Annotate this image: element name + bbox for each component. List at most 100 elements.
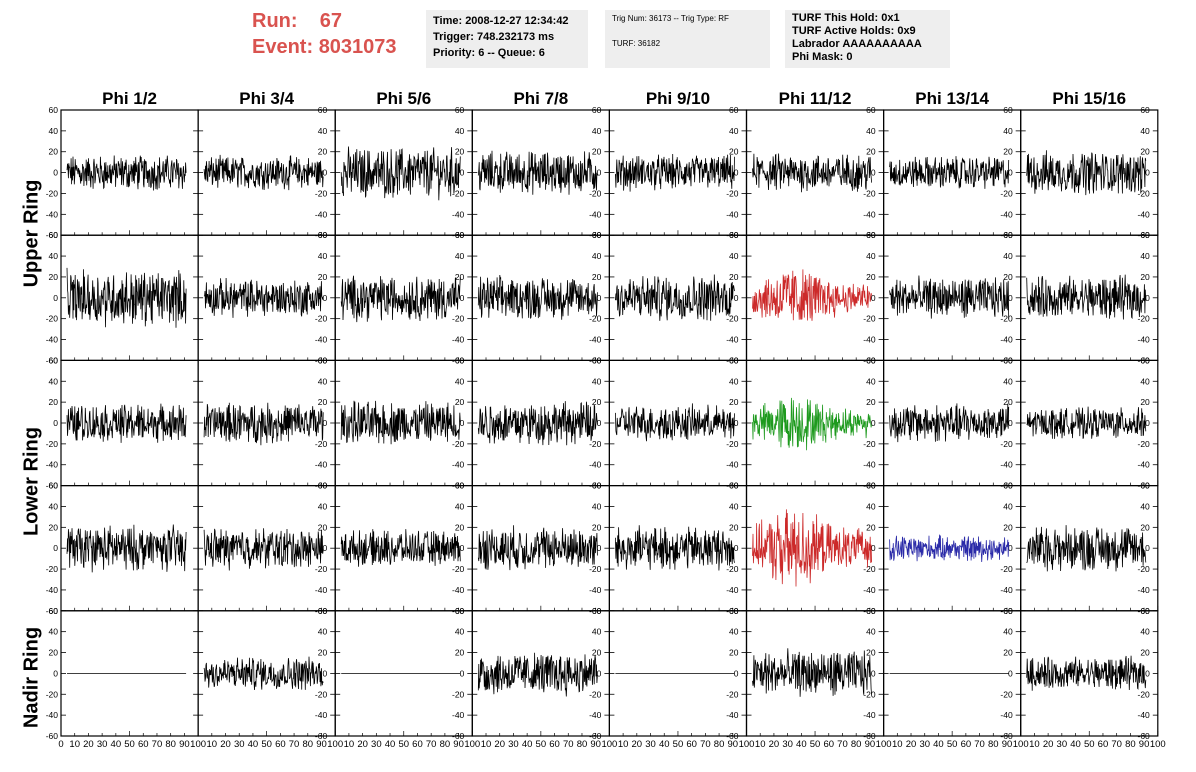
trig-info-box: Trig Num: 36173 -- Trig Type: RF TURF: 3… <box>605 10 770 68</box>
y-tick-label: 0 <box>460 668 465 678</box>
x-tick-label: 90 <box>590 739 601 750</box>
y-tick-label: -20 <box>589 689 602 699</box>
y-tick-label: 20 <box>1140 648 1150 658</box>
x-tick-label: 100 <box>464 739 480 750</box>
y-tick-label: 60 <box>49 230 59 240</box>
y-tick-label: 60 <box>455 606 465 616</box>
y-tick-label: 60 <box>866 105 876 115</box>
y-tick-label: 60 <box>592 105 602 115</box>
y-tick-label: -20 <box>46 564 59 574</box>
y-tick-label: -40 <box>46 209 59 219</box>
y-tick-label: 40 <box>318 251 328 261</box>
x-tick-label: 60 <box>549 739 560 750</box>
y-tick-label: 40 <box>866 251 876 261</box>
y-tick-label: 20 <box>455 397 465 407</box>
y-tick-label: 20 <box>866 397 876 407</box>
event-label: Event: <box>252 36 314 58</box>
y-tick-label: 20 <box>455 522 465 532</box>
x-tick-label: 80 <box>1125 739 1136 750</box>
x-tick-label: 20 <box>220 739 231 750</box>
x-tick-label: 90 <box>1002 739 1013 750</box>
waveform-trace <box>66 267 187 328</box>
y-tick-label: 0 <box>1145 668 1150 678</box>
y-tick-label: 60 <box>1140 355 1150 365</box>
column-header: Phi 1/2 <box>102 89 157 108</box>
x-tick-label: 60 <box>138 739 149 750</box>
turf-active-text: TURF Active Holds: 0x9 <box>792 25 916 37</box>
waveform-trace <box>615 153 735 192</box>
y-tick-label: 40 <box>1140 376 1150 386</box>
waveform-trace <box>66 155 187 191</box>
x-tick-label: 60 <box>686 739 697 750</box>
y-tick-label: 20 <box>866 648 876 658</box>
y-tick-label: 20 <box>1003 522 1013 532</box>
y-tick-label: 60 <box>729 230 739 240</box>
y-tick-label: -20 <box>46 314 59 324</box>
run-label: Run: <box>252 10 298 32</box>
y-tick-label: 40 <box>318 376 328 386</box>
x-tick-label: 40 <box>1070 739 1081 750</box>
y-tick-label: 0 <box>1008 168 1013 178</box>
waveform-trace <box>66 403 187 443</box>
y-tick-label: -20 <box>1000 314 1013 324</box>
x-tick-label: 90 <box>1139 739 1150 750</box>
y-tick-label: 40 <box>1003 376 1013 386</box>
y-tick-label: 20 <box>592 147 602 157</box>
x-tick-label: 70 <box>289 739 300 750</box>
x-tick-label: 10 <box>618 739 629 750</box>
x-tick-label: 80 <box>988 739 999 750</box>
x-tick-label: 100 <box>190 739 206 750</box>
y-tick-label: 0 <box>322 418 327 428</box>
y-tick-label: 0 <box>734 418 739 428</box>
y-tick-label: 40 <box>866 126 876 136</box>
y-tick-label: 40 <box>455 501 465 511</box>
y-tick-label: -40 <box>726 710 739 720</box>
y-tick-label: -40 <box>1138 209 1151 219</box>
y-tick-label: 40 <box>49 376 59 386</box>
y-tick-label: -20 <box>863 689 876 699</box>
y-tick-label: 20 <box>592 272 602 282</box>
y-tick-label: 40 <box>1140 627 1150 637</box>
waveform-trace <box>203 277 324 318</box>
y-tick-label: 40 <box>455 376 465 386</box>
y-tick-label: 60 <box>592 230 602 240</box>
y-tick-label: 60 <box>866 355 876 365</box>
y-tick-label: -20 <box>452 439 465 449</box>
y-tick-label: 40 <box>729 376 739 386</box>
y-tick-label: 40 <box>729 627 739 637</box>
y-tick-label: 60 <box>1003 606 1013 616</box>
y-tick-label: 0 <box>1145 168 1150 178</box>
y-tick-label: -20 <box>589 564 602 574</box>
y-tick-label: 20 <box>318 522 328 532</box>
y-tick-label: 60 <box>318 481 328 491</box>
x-tick-label: 10 <box>69 739 80 750</box>
waveform-trace <box>340 146 461 201</box>
y-tick-label: -20 <box>46 188 59 198</box>
waveform-trace <box>66 524 187 573</box>
y-tick-label: 0 <box>871 293 876 303</box>
y-tick-label: -40 <box>452 335 465 345</box>
y-tick-label: 20 <box>318 648 328 658</box>
y-tick-label: 20 <box>1003 397 1013 407</box>
y-tick-label: 40 <box>592 251 602 261</box>
waveform-trace <box>752 509 872 587</box>
y-tick-label: -60 <box>46 230 59 240</box>
y-tick-label: 0 <box>460 418 465 428</box>
y-tick-label: -20 <box>863 439 876 449</box>
y-tick-label: -20 <box>452 564 465 574</box>
y-tick-label: -40 <box>1000 335 1013 345</box>
turf-info-box: TURF This Hold: 0x1 TURF Active Holds: 0… <box>785 10 950 68</box>
waveform-trace <box>340 529 461 567</box>
waveform-trace <box>889 534 1010 563</box>
y-tick-label: 0 <box>1008 293 1013 303</box>
y-tick-label: -40 <box>589 585 602 595</box>
y-tick-label: 0 <box>322 168 327 178</box>
y-tick-label: -40 <box>589 209 602 219</box>
x-tick-label: 90 <box>728 739 739 750</box>
y-tick-label: -20 <box>452 188 465 198</box>
y-tick-label: 20 <box>729 522 739 532</box>
